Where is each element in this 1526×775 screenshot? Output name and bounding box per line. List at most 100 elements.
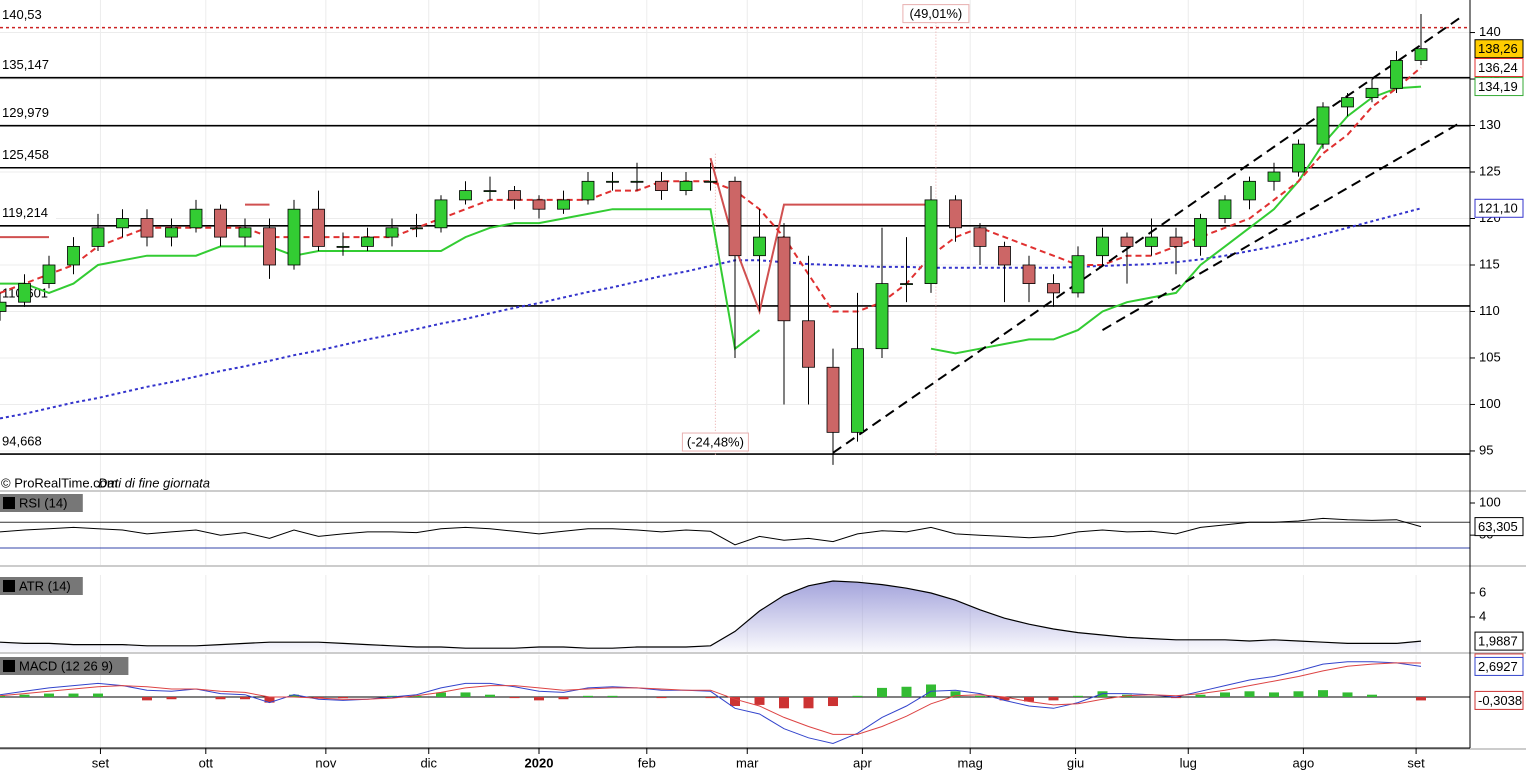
- candle-body: [1341, 97, 1354, 108]
- histogram-bar: [44, 693, 54, 697]
- candle-body: [1120, 236, 1134, 247]
- last-value-box: [1474, 39, 1524, 59]
- y-tick-label: 6: [1479, 584, 1486, 599]
- measure-label: (-24,48%): [687, 434, 744, 449]
- candle-body: [1218, 199, 1232, 219]
- last-value-box: [1474, 77, 1524, 97]
- panel-label-icon: [3, 580, 15, 592]
- level-label-box: [0, 6, 56, 24]
- candle-body: [900, 283, 913, 285]
- y-tick-label: 95: [1479, 442, 1493, 457]
- x-tick-label: apr: [853, 755, 872, 770]
- panel-label-box: [0, 494, 83, 512]
- histogram-bar: [1048, 696, 1059, 701]
- histogram-bar: [656, 696, 667, 699]
- candle-body: [777, 236, 791, 322]
- last-value-label: 1,9887: [1478, 634, 1518, 649]
- histogram-bar: [68, 693, 79, 697]
- histogram-bar: [142, 696, 152, 701]
- panel-label-icon: [3, 497, 15, 509]
- x-tick-label: dic: [420, 755, 437, 770]
- candle-body: [361, 236, 374, 247]
- histogram-bar: [558, 696, 569, 700]
- last-value-label: 2,6927: [1478, 659, 1518, 674]
- candle-body: [385, 227, 399, 238]
- source-label: © ProRealTime.com: [1, 475, 118, 490]
- histogram-bar: [1024, 696, 1034, 702]
- x-tick-label: mag: [958, 755, 983, 770]
- y-tick-label: 130: [1479, 117, 1501, 132]
- level-label: 94,668: [2, 433, 42, 448]
- last-value-box: [1474, 58, 1524, 78]
- histogram-bar: [436, 692, 446, 697]
- last-value-box: [1474, 690, 1524, 710]
- candle-body: [679, 180, 693, 192]
- candle-body: [1096, 236, 1109, 257]
- histogram-bar: [264, 696, 275, 703]
- last-value-box: [1474, 517, 1524, 537]
- candle-body: [581, 180, 595, 201]
- histogram-bar: [1220, 692, 1230, 697]
- x-tick-label: 2020: [525, 755, 554, 770]
- last-value-label: -0,3038: [1478, 693, 1522, 708]
- candle-body: [1243, 180, 1256, 201]
- last-value-label: 121,10: [1478, 201, 1518, 216]
- source-note: Dati di fine giornata: [98, 475, 210, 490]
- y-tick-label: 125: [1479, 163, 1501, 178]
- measure-label-box: [681, 432, 749, 452]
- panel-label-box: [0, 577, 83, 595]
- candle-body: [1071, 255, 1085, 294]
- x-tick-label: set: [92, 755, 110, 770]
- histogram-bar: [828, 696, 838, 707]
- level-label: 129,979: [2, 105, 49, 120]
- histogram-bar: [730, 696, 740, 707]
- candle-body: [924, 199, 938, 284]
- candle-body: [1414, 48, 1428, 61]
- histogram-bar: [1318, 690, 1328, 697]
- x-tick-label: mar: [736, 755, 759, 770]
- histogram-bar: [1367, 694, 1377, 697]
- y-tick-label: 100: [1479, 396, 1501, 411]
- histogram-bar: [1269, 692, 1279, 697]
- candle-body: [1390, 60, 1403, 89]
- x-tick-label: giu: [1067, 755, 1084, 770]
- histogram-bar: [1416, 696, 1426, 701]
- level-label: 140,53: [2, 7, 42, 22]
- candle-body: [753, 236, 766, 257]
- x-tick-label: ott: [199, 755, 214, 770]
- candle-body: [287, 208, 301, 266]
- histogram-bar: [705, 696, 716, 699]
- y-tick-label: 115: [1479, 256, 1500, 271]
- candle-body: [214, 208, 227, 238]
- level-label-box: [0, 146, 56, 164]
- candle-body: [459, 190, 472, 201]
- candle-body: [1316, 106, 1330, 145]
- histogram-bar: [215, 696, 226, 700]
- y-tick-label: 105: [1479, 349, 1501, 364]
- candle-body: [312, 208, 325, 247]
- trend-line: [1101, 121, 1461, 331]
- histogram-bar: [1073, 695, 1083, 697]
- candle-body: [998, 245, 1011, 266]
- histogram-bar: [0, 695, 5, 697]
- series-line: [0, 66, 1422, 313]
- panel-label-box: [0, 657, 129, 675]
- candle-body: [949, 199, 962, 229]
- level-label-box: [0, 204, 56, 222]
- candle-body: [802, 320, 815, 368]
- candle-body: [606, 180, 619, 183]
- candle-body: [1194, 218, 1207, 247]
- histogram-bar: [607, 695, 618, 697]
- histogram-bar: [509, 696, 520, 699]
- series-line: [0, 157, 931, 315]
- x-tick-label: ago: [1293, 755, 1315, 770]
- histogram-bar: [852, 695, 863, 697]
- candle-body: [1169, 236, 1183, 247]
- x-tick-label: set: [1407, 755, 1425, 770]
- candle-body: [1292, 143, 1305, 173]
- candle-body: [655, 180, 668, 192]
- candle-body: [165, 227, 178, 238]
- histogram-bar: [338, 696, 348, 699]
